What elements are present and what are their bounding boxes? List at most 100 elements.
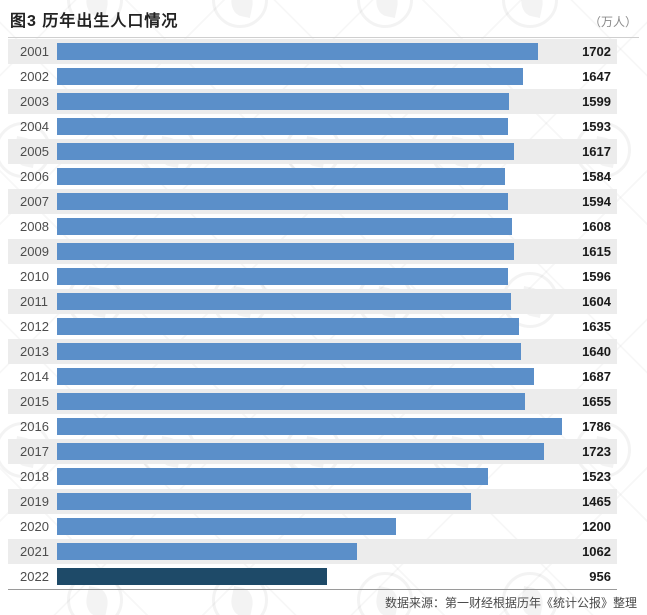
bar-track [57, 189, 617, 214]
bar [57, 368, 535, 385]
chart-row: 2022 956 [8, 564, 617, 589]
bar [57, 493, 472, 510]
year-label: 2003 [20, 94, 49, 109]
value-label: 1523 [582, 469, 611, 484]
chart-row: 2014 1687 [8, 364, 617, 389]
year-label: 2008 [20, 219, 49, 234]
bar-track [57, 364, 617, 389]
bar [57, 168, 505, 185]
year-label: 2016 [20, 419, 49, 434]
year-label: 2015 [20, 394, 49, 409]
bar [57, 268, 509, 285]
value-label: 1062 [582, 544, 611, 559]
chart-row: 2011 1604 [8, 289, 617, 314]
value-label: 1594 [582, 194, 611, 209]
chart-row: 2003 1599 [8, 89, 617, 114]
bar [57, 218, 512, 235]
year-label: 2007 [20, 194, 49, 209]
value-label: 1200 [582, 519, 611, 534]
bar [57, 293, 511, 310]
bar-track [57, 314, 617, 339]
year-label: 2014 [20, 369, 49, 384]
value-label: 1723 [582, 444, 611, 459]
year-label: 2004 [20, 119, 49, 134]
value-label: 1608 [582, 219, 611, 234]
chart-unit-label: （万人） [588, 15, 637, 29]
bar [57, 118, 508, 135]
bar [57, 68, 523, 85]
source-note: 数据来源：第一财经根据历年《统计公报》整理 [384, 596, 637, 610]
bar [57, 418, 563, 435]
year-label: 2009 [20, 244, 49, 259]
bar-track [57, 239, 617, 264]
year-label: 2001 [20, 44, 49, 59]
bar-track [57, 164, 617, 189]
bar-track [57, 289, 617, 314]
bar-track [57, 439, 617, 464]
year-label: 2005 [20, 144, 49, 159]
value-label: 1593 [582, 119, 611, 134]
value-label: 1465 [582, 494, 611, 509]
chart-row: 2012 1635 [8, 314, 617, 339]
bar-track [57, 39, 617, 64]
value-label: 1702 [582, 44, 611, 59]
chart-row: 2016 1786 [8, 414, 617, 439]
value-label: 1584 [582, 169, 611, 184]
bar [57, 543, 358, 560]
value-label: 1617 [582, 144, 611, 159]
year-label: 2011 [20, 294, 48, 309]
value-label: 1640 [582, 344, 611, 359]
value-label: 1604 [582, 294, 611, 309]
chart-row: 2021 1062 [8, 539, 617, 564]
bar-track [57, 114, 617, 139]
year-label: 2018 [20, 469, 49, 484]
bar-track [57, 339, 617, 364]
bar [57, 393, 526, 410]
bar [57, 43, 539, 60]
chart-row: 2018 1523 [8, 464, 617, 489]
chart-row: 2009 1615 [8, 239, 617, 264]
chart-row: 2008 1608 [8, 214, 617, 239]
bar-track [57, 389, 617, 414]
year-label: 2002 [20, 69, 49, 84]
bar-track [57, 214, 617, 239]
value-label: 956 [589, 569, 611, 584]
bar-track [57, 89, 617, 114]
bar [57, 343, 521, 360]
bar-track [57, 414, 617, 439]
bar [57, 193, 508, 210]
year-label: 2019 [20, 494, 49, 509]
bar-track [57, 539, 617, 564]
bar [57, 93, 510, 110]
value-label: 1635 [582, 319, 611, 334]
chart-row: 2013 1640 [8, 339, 617, 364]
chart-row: 2020 1200 [8, 514, 617, 539]
chart-row: 2006 1584 [8, 164, 617, 189]
chart-row: 2017 1723 [8, 439, 617, 464]
value-label: 1786 [582, 419, 611, 434]
bar-track [57, 514, 617, 539]
bar-track [57, 564, 617, 589]
chart-row: 2007 1594 [8, 189, 617, 214]
year-label: 2010 [20, 269, 49, 284]
bar-track [57, 489, 617, 514]
chart-row: 2010 1596 [8, 264, 617, 289]
bar [57, 243, 514, 260]
bar [57, 468, 488, 485]
chart-rows: 2001 1702 2002 1647 2003 1599 2004 1593 2005 1617… [8, 39, 617, 590]
bar [57, 143, 515, 160]
chart-row: 2015 1655 [8, 389, 617, 414]
chart-header: 图3 历年出生人口情况 （万人） [8, 0, 639, 38]
bar [57, 568, 328, 585]
year-label: 2012 [20, 319, 49, 334]
year-label: 2017 [20, 444, 49, 459]
value-label: 1687 [582, 369, 611, 384]
value-label: 1596 [582, 269, 611, 284]
chart-row: 2002 1647 [8, 64, 617, 89]
bar-track [57, 264, 617, 289]
chart-row: 2019 1465 [8, 489, 617, 514]
year-label: 2022 [20, 569, 49, 584]
value-label: 1655 [582, 394, 611, 409]
bar-track [57, 139, 617, 164]
